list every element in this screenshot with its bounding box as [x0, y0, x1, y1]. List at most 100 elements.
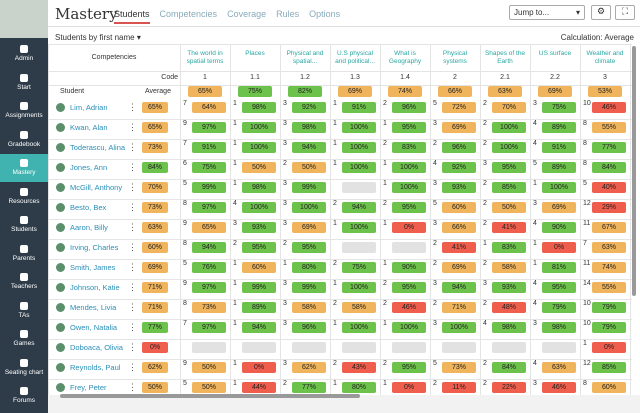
mastery-score: 40% [592, 182, 626, 193]
tab[interactable]: Options [309, 9, 341, 19]
competency-code: 1.1 [250, 74, 260, 81]
student-name[interactable]: Frey, Peter [70, 383, 107, 392]
evidence-count: 1 [533, 240, 537, 247]
evidence-count: 5 [183, 260, 187, 267]
empty-cell [492, 342, 526, 353]
competency-name[interactable]: US surface [538, 50, 572, 57]
evidence-count: 2 [233, 240, 237, 247]
evidence-count: 7 [183, 140, 187, 147]
student-average: 63% [142, 222, 168, 233]
jump-select[interactable]: Jump to... ▾ [509, 5, 585, 20]
row-menu[interactable]: ⋮ [128, 302, 137, 312]
student-name[interactable]: Mendes, Livia [70, 303, 117, 312]
student-average: 71% [142, 282, 168, 293]
nav-item[interactable]: Mastery [0, 154, 48, 182]
competency-name[interactable]: Physical and spatial... [286, 50, 324, 65]
empty-cell [292, 342, 326, 353]
student-name[interactable]: Owen, Natalia [70, 323, 118, 332]
mastery-score: 70% [492, 102, 526, 113]
competency-name[interactable]: What is Geography [388, 50, 422, 65]
mastery-score: 77% [592, 142, 626, 153]
evidence-count: 2 [383, 280, 387, 287]
competency-average: 75% [238, 86, 272, 97]
row-menu[interactable]: ⋮ [128, 342, 137, 352]
tab[interactable]: Students [114, 9, 150, 24]
row-menu[interactable]: ⋮ [128, 262, 137, 272]
sort-select[interactable]: Students by first name ▾ [55, 33, 141, 42]
nav-item[interactable]: Forums [0, 382, 48, 410]
student-name[interactable]: Toderascu, Alina [70, 143, 126, 152]
v-scrollbar[interactable] [632, 46, 636, 296]
tab[interactable]: Competencies [159, 9, 218, 19]
student-name[interactable]: Johnson, Katie [70, 283, 120, 292]
row-menu[interactable]: ⋮ [128, 282, 137, 292]
mastery-score: 73% [192, 302, 226, 313]
row-menu[interactable]: ⋮ [128, 362, 137, 372]
nav-item[interactable]: Start [0, 69, 48, 97]
evidence-count: 1 [333, 120, 337, 127]
competency-name[interactable]: Physical systems [442, 50, 468, 65]
student-name[interactable]: Besto, Bex [70, 203, 107, 212]
competency-name[interactable]: Weather and climate [586, 50, 624, 65]
nav-item[interactable]: Teachers [0, 268, 48, 296]
avatar [56, 223, 65, 232]
mastery-score: 79% [592, 302, 626, 313]
student-name[interactable]: Kwan, Alan [70, 123, 108, 132]
student-name[interactable]: Aaron, Billy [70, 223, 108, 232]
mastery-score: 89% [542, 162, 576, 173]
student-name[interactable]: Smith, James [70, 263, 116, 272]
nav-item[interactable]: Students [0, 211, 48, 239]
student-name[interactable]: Doboaca, Olivia [70, 343, 123, 352]
fullscreen-button[interactable]: ⛶ [615, 5, 635, 20]
mastery-score: 90% [542, 222, 576, 233]
calculation: Calculation: Average [560, 33, 634, 42]
student-name[interactable]: Reynolds, Paul [70, 363, 121, 372]
competency-name[interactable]: The world in spatial terms [186, 50, 224, 65]
evidence-count: 2 [483, 360, 487, 367]
nav-item[interactable]: Assignments [0, 97, 48, 125]
row-menu[interactable]: ⋮ [128, 322, 137, 332]
competency-code: 2.1 [500, 74, 510, 81]
row-menu[interactable]: ⋮ [128, 202, 137, 212]
mastery-score: 50% [492, 202, 526, 213]
row-menu[interactable]: ⋮ [128, 242, 137, 252]
mastery-score: 84% [492, 362, 526, 373]
competency-name[interactable]: Places [245, 50, 265, 57]
h-scrollbar[interactable] [60, 394, 360, 398]
row-menu[interactable]: ⋮ [128, 182, 137, 192]
nav-item[interactable]: Parents [0, 240, 48, 268]
student-name[interactable]: McGill, Anthony [70, 183, 123, 192]
student-name[interactable]: Jones, Ann [70, 163, 108, 172]
nav-item[interactable]: TAs [0, 297, 48, 325]
nav-icon [20, 301, 28, 310]
student-name[interactable]: Irving, Charles [70, 243, 119, 252]
nav-item[interactable]: Seating chart [0, 354, 48, 382]
mastery-score: 73% [442, 362, 476, 373]
mastery-score: 89% [542, 122, 576, 133]
nav-icon [20, 330, 28, 338]
competency-name[interactable]: Shapes of the Earth [484, 50, 526, 65]
mastery-score: 80% [342, 382, 376, 393]
nav-icon [20, 159, 28, 167]
tab[interactable]: Rules [276, 9, 300, 19]
tab[interactable]: Coverage [227, 9, 267, 19]
settings-button[interactable]: ⚙ [591, 5, 611, 20]
row-line [48, 279, 632, 280]
nav-item[interactable]: Resources [0, 183, 48, 211]
row-menu[interactable]: ⋮ [128, 142, 137, 152]
nav-item[interactable]: Gradebook [0, 126, 48, 154]
student-average: 60% [142, 242, 168, 253]
nav-item[interactable]: Games [0, 325, 48, 353]
nav-item[interactable]: Admin [0, 40, 48, 68]
row-menu[interactable]: ⋮ [128, 162, 137, 172]
mastery-score: 100% [342, 122, 376, 133]
row-menu[interactable]: ⋮ [128, 382, 137, 392]
row-menu[interactable]: ⋮ [128, 102, 137, 112]
nav-label: Forums [12, 397, 36, 404]
evidence-count: 9 [183, 360, 187, 367]
row-menu[interactable]: ⋮ [128, 122, 137, 132]
competency-name[interactable]: U.S physical and political... [335, 50, 375, 65]
student-name[interactable]: Lim, Adrian [70, 103, 108, 112]
evidence-count: 3 [283, 300, 287, 307]
row-menu[interactable]: ⋮ [128, 222, 137, 232]
